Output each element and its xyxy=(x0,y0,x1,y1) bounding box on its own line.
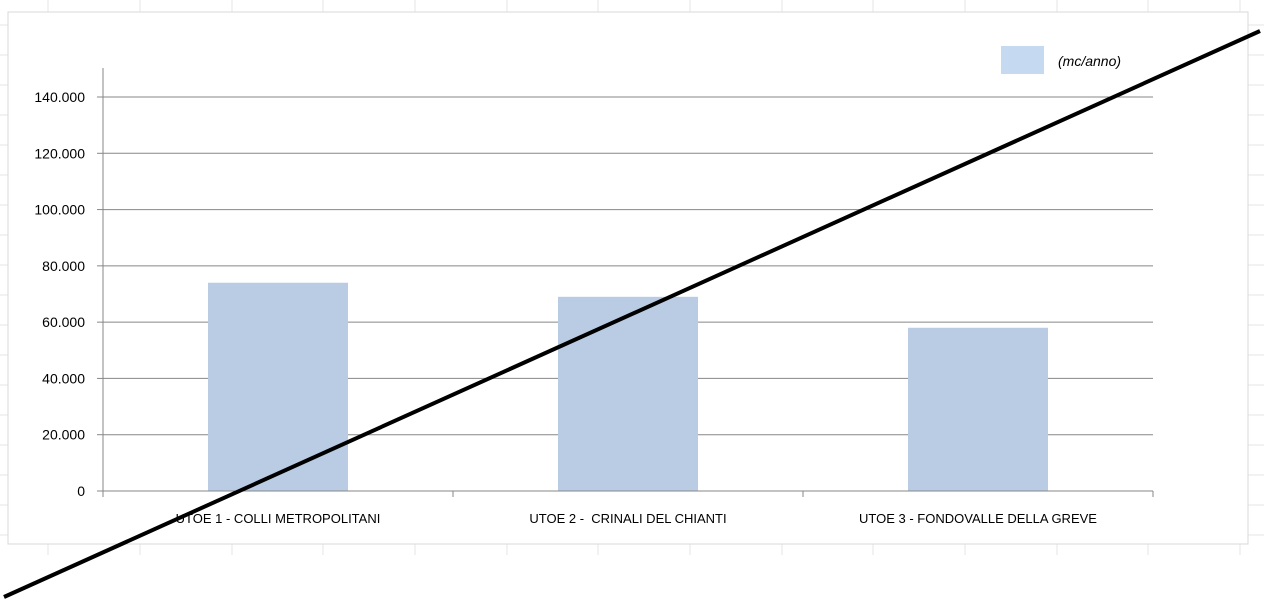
axes xyxy=(102,68,1154,497)
legend-swatch xyxy=(1001,46,1044,74)
x-category-label: UTOE 3 - FONDOVALLE DELLA GREVE xyxy=(859,511,1097,526)
y-tick-label: 60.000 xyxy=(42,314,85,330)
legend: (mc/anno) xyxy=(1001,46,1121,74)
x-category-labels: UTOE 1 - COLLI METROPOLITANI UTOE 2 - CRI… xyxy=(176,511,1098,526)
x-category-label: UTOE 2 - CRINALI DEL CHIANTI xyxy=(529,511,726,526)
y-tick-label: 100.000 xyxy=(34,202,85,218)
bar xyxy=(208,282,348,491)
y-tick-label: 0 xyxy=(77,483,85,499)
bars xyxy=(208,282,1048,491)
bar xyxy=(558,296,698,491)
y-tick-label: 120.000 xyxy=(34,145,85,161)
y-tick-label: 20.000 xyxy=(42,427,85,443)
y-tick-labels: 0 20.000 40.000 60.000 80.000 100.000 120.000 1… xyxy=(34,89,85,499)
background-sheet-grid xyxy=(0,0,1264,555)
diagonal-strike-line xyxy=(3,29,1261,599)
x-category-label: UTOE 1 - COLLI METROPOLITANI xyxy=(176,511,381,526)
y-tick-label: 40.000 xyxy=(42,370,85,386)
bar xyxy=(908,327,1048,491)
y-tick-label: 80.000 xyxy=(42,258,85,274)
legend-label: (mc/anno) xyxy=(1058,53,1121,69)
y-tick-label: 140.000 xyxy=(34,89,85,105)
